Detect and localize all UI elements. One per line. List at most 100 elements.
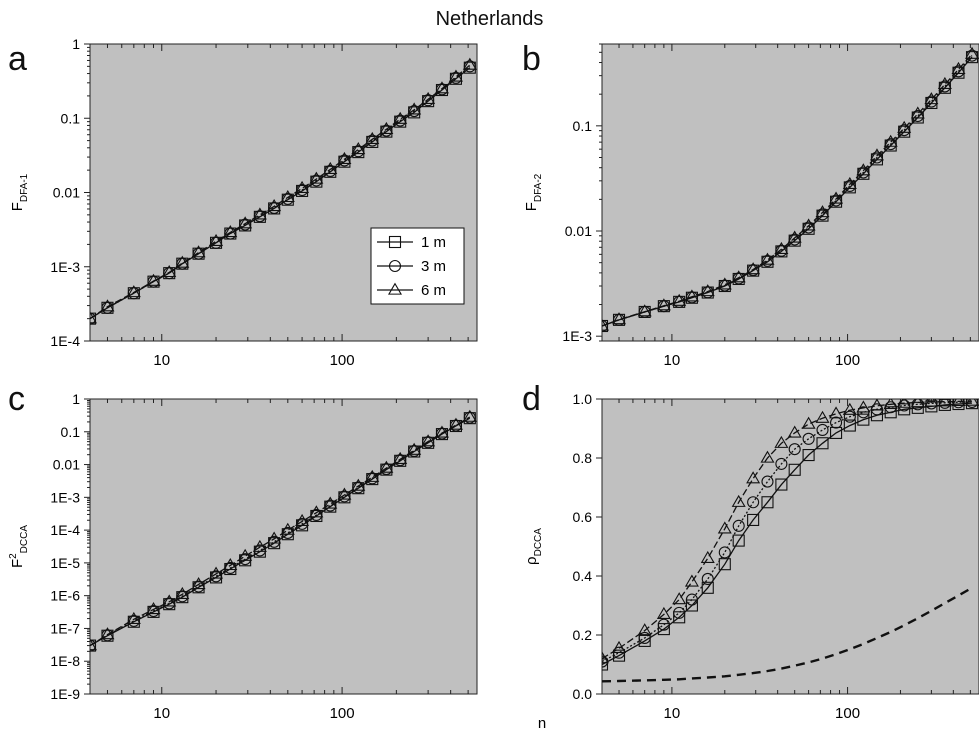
data-point-triangle (146, 602, 161, 615)
data-point-circle (925, 399, 938, 410)
panel-letter-c: c (8, 380, 25, 418)
data-point-triangle (421, 434, 436, 447)
data-point-circle (830, 194, 843, 207)
series-line-1m (90, 417, 471, 647)
data-point-triangle (252, 539, 267, 552)
data-point-circle (324, 499, 337, 512)
data-point-triangle (760, 450, 775, 463)
data-point-triangle (700, 550, 715, 563)
data-point-circle (163, 597, 176, 610)
panel-d: 10 100 0.0 0.2 0.4 0.6 0.8 1.0 ρDCCA n (523, 391, 979, 731)
data-point-circle (281, 192, 294, 205)
data-point-triangle (717, 521, 732, 534)
data-point-circle (898, 124, 911, 137)
data-point-triangle (252, 207, 267, 220)
panel-a: 10 100 1E-4 1E-3 0.01 0.1 1 FDFA-1 1 m 3 m 6 m (9, 36, 478, 369)
panel-b: 10 100 1E-3 0.01 0.1 FDFA-2 (523, 43, 979, 369)
data-point-triangle (280, 189, 295, 203)
data-point-circle (816, 423, 829, 437)
data-point-circle (296, 183, 309, 197)
y-tick-label: 1 (72, 391, 80, 407)
data-point-triangle (910, 399, 925, 408)
data-point-triangle (637, 623, 652, 636)
legend-label: 3 m (421, 258, 446, 275)
data-point-circle (673, 606, 686, 619)
data-point-circle (657, 618, 670, 631)
data-point-circle (163, 267, 176, 280)
data-point-circle (657, 300, 670, 313)
data-point-circle (938, 80, 951, 93)
data-point-circle (747, 264, 760, 277)
x-tick-label: 100 (330, 352, 355, 369)
y-tick-label: 0.6 (573, 509, 593, 525)
data-point-circle (435, 83, 449, 96)
data-point-circle (224, 227, 237, 240)
data-point-triangle (829, 406, 844, 419)
data-point-circle (638, 631, 651, 645)
data-point-circle (775, 457, 788, 470)
data-point-square (843, 419, 856, 432)
data-point-triangle (267, 531, 282, 544)
data-point-triangle (448, 69, 463, 82)
data-point-circle (408, 105, 421, 118)
data-point-circle (463, 411, 476, 424)
y-tick-label: 1E-8 (50, 653, 80, 669)
data-point-circle (338, 154, 351, 167)
data-point-triangle (924, 399, 939, 407)
data-point-triangle (126, 611, 141, 624)
data-point-circle (268, 201, 281, 214)
data-point-triangle (869, 148, 884, 161)
x-tick-label: 100 (835, 705, 860, 722)
data-point-circle (685, 593, 698, 606)
data-point-circle (685, 291, 698, 304)
plot-background (601, 398, 979, 695)
data-point-circle (380, 124, 393, 137)
data-point-triangle (191, 245, 206, 258)
data-point-triangle (787, 230, 802, 243)
data-point-square (857, 413, 870, 426)
data-point-triangle (162, 264, 177, 278)
panel-letter-b: b (522, 40, 541, 78)
legend-marker-circle (388, 259, 402, 273)
data-point-circle (394, 454, 407, 467)
data-point-circle (718, 279, 731, 292)
data-point-circle (127, 287, 140, 300)
x-tick-label: 10 (664, 705, 681, 722)
data-point-triangle (323, 161, 338, 175)
data-point-circle (965, 399, 979, 408)
data-point-triangle (965, 399, 979, 406)
series-line-6m (90, 416, 471, 647)
data-point-triangle (684, 289, 699, 302)
data-point-triangle (309, 171, 324, 184)
data-point-triangle (731, 494, 746, 507)
series-line-3m (602, 401, 973, 663)
y-tick-label: 0.01 (53, 185, 80, 201)
data-point-square (884, 406, 897, 419)
data-point-triangle (267, 198, 282, 212)
data-point-circle (857, 166, 870, 179)
data-point-square (775, 478, 788, 491)
plot-series-group (90, 57, 477, 325)
legend: 1 m 3 m 6 m (370, 227, 465, 305)
y-tick-label: 1E-4 (50, 333, 80, 349)
data-point-triangle (842, 176, 857, 189)
y-axis-label: ρDCCA (523, 528, 544, 565)
y-axis-label: F2DCCA (8, 525, 30, 568)
data-point-circle (310, 174, 323, 187)
plot-background (601, 43, 979, 342)
data-point-triangle (407, 442, 422, 455)
data-point-triangle (162, 594, 177, 607)
data-point-triangle (393, 111, 408, 124)
data-point-square (802, 448, 815, 462)
data-point-circle (352, 145, 365, 158)
data-point-triangle (379, 460, 394, 473)
data-point-circle (101, 301, 114, 314)
data-point-triangle (602, 318, 610, 331)
data-point-triangle (829, 191, 844, 204)
data-point-circle (176, 257, 189, 270)
data-point-circle (938, 399, 951, 409)
y-axis-label: FDFA-2 (523, 173, 544, 211)
data-point-circle (775, 244, 788, 257)
y-tick-label: 0.1 (61, 424, 81, 440)
plot-series-group (602, 399, 979, 683)
